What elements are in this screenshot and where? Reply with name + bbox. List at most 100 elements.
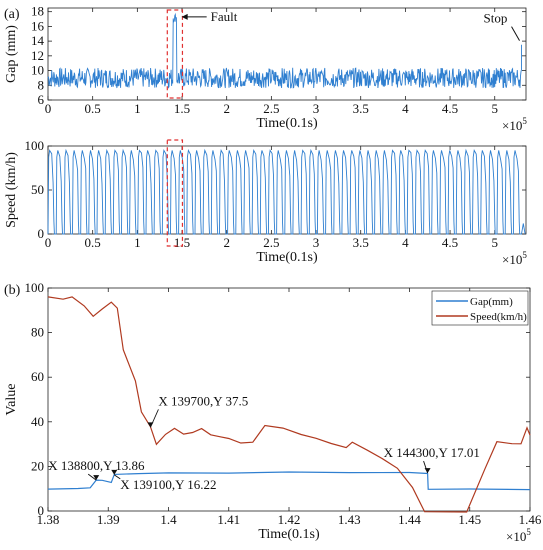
gap-x-tick-label: 4.5	[442, 101, 458, 116]
annotation-arrow-head	[93, 475, 100, 481]
detail-y-ticks: 0 20 40 60 80 100	[25, 280, 530, 518]
legend-box	[431, 290, 529, 326]
gap-series	[47, 12, 522, 89]
gap-y-tick-label: 12	[31, 48, 44, 63]
detail-chart: 1.38 1.39 1.4 1.41 1.42 1.43 1.44 1.45 1.46 0 20 4…	[4, 280, 542, 544]
speed-x-tick-label: 4.5	[442, 235, 458, 250]
annotation-pointer	[114, 474, 121, 480]
speed-fault-highlight	[166, 139, 184, 247]
panel-label-a: (a)	[4, 7, 20, 22]
gap-plot-frame	[47, 7, 527, 101]
annotation-pointer	[87, 473, 97, 481]
speed-x-axis-label: Time(0.1s)	[256, 250, 318, 265]
gap-x-tick-label: 2.5	[263, 101, 279, 116]
gap-y-tick-label: 14	[31, 33, 45, 48]
gap-x-ticks: 0 0.5 1 1.5 2 2.5 3 3.5 4 4.5 5	[45, 8, 498, 116]
speed-x-multiplier-exp: 5	[522, 250, 527, 260]
detail-x-tick-label: 1.41	[217, 512, 240, 527]
gap-line	[47, 12, 522, 89]
gap-y-tick-label: 18	[31, 4, 44, 19]
annotation-label: X 138800,Y 13.86	[48, 458, 145, 473]
gap-x-tick-label: 1.5	[174, 101, 190, 116]
gap-x-multiplier: ×105	[502, 116, 527, 133]
speed-x-tick-label: 1	[134, 235, 141, 250]
detail-x-multiplier-exp: 5	[526, 527, 531, 537]
detail-x-tick-label: 1.39	[97, 512, 120, 527]
speed-y-tick-label: 0	[38, 226, 45, 241]
detail-line-0	[47, 471, 531, 491]
speed-line	[47, 148, 526, 235]
speed-y-tick-label: 100	[25, 138, 45, 153]
legend-speed-label: Speed(km/h)	[470, 311, 527, 323]
gap-x-tick-label: 1	[134, 101, 141, 116]
gap-x-tick-label: 5	[491, 101, 498, 116]
annotation-arrow-head	[424, 468, 431, 474]
annotation-arrow-head	[111, 469, 118, 475]
panel-label-b: (b)	[4, 283, 21, 298]
detail-y-tick-label: 20	[31, 458, 44, 473]
gap-y-tick-label: 6	[38, 92, 45, 107]
gap-x-tick-label: 3.5	[353, 101, 369, 116]
detail-legend: Gap(mm) Speed(km/h)	[431, 290, 529, 326]
detail-series	[47, 296, 531, 513]
speed-x-multiplier-base: ×10	[502, 252, 522, 267]
detail-y-tick-label: 40	[31, 414, 44, 429]
gap-y-tick-label: 16	[31, 18, 45, 33]
speed-x-tick-label: 0	[45, 235, 52, 250]
gap-y-tick-label: 10	[31, 63, 44, 78]
detail-x-axis-label: Time(0.1s)	[258, 527, 320, 542]
speed-x-tick-label: 2	[223, 235, 230, 250]
speed-x-tick-label: 2.5	[263, 235, 279, 250]
detail-annotations: X 139700,Y 37.5 X 138800,Y 13.86 X 139100,…	[48, 393, 480, 491]
detail-x-ticks: 1.38 1.39 1.4 1.41 1.42 1.43 1.44 1.45 1.46	[37, 288, 542, 527]
speed-y-tick-label: 50	[31, 182, 44, 197]
gap-x-tick-label: 0.5	[85, 101, 101, 116]
detail-x-tick-label: 1.44	[398, 512, 421, 527]
gap-x-tick-label: 3	[313, 101, 320, 116]
speed-x-tick-label: 3	[313, 235, 320, 250]
detail-x-tick-label: 1.38	[37, 512, 60, 527]
detail-line-1	[47, 296, 531, 513]
speed-x-ticks: 0 0.5 1 1.5 2 2.5 3 3.5 4 4.5 5	[45, 146, 498, 250]
gap-annotations: Fault Stop	[181, 9, 520, 41]
detail-x-multiplier: ×105	[506, 527, 531, 544]
legend-gap-label: Gap(mm)	[470, 296, 513, 308]
detail-y-axis-label: Value	[4, 384, 19, 416]
detail-y-tick-label: 0	[38, 503, 45, 518]
gap-x-tick-label: 0	[45, 101, 52, 116]
detail-y-tick-label: 60	[31, 369, 44, 384]
speed-y-axis-label: Speed (km/h)	[4, 152, 19, 228]
speed-x-tick-label: 3.5	[353, 235, 369, 250]
detail-x-tick-label: 1.46	[519, 512, 542, 527]
annotation-arrow-head	[147, 422, 154, 428]
speed-x-multiplier: ×105	[502, 250, 527, 267]
detail-x-tick-label: 1.4	[160, 512, 177, 527]
speed-y-ticks: 0 50 100	[25, 138, 526, 241]
gap-x-tick-label: 4	[402, 101, 409, 116]
gap-x-multiplier-exp: 5	[522, 116, 527, 126]
stop-label: Stop	[484, 11, 508, 26]
fault-arrow-head	[181, 13, 188, 20]
annotation-label: X 139700,Y 37.5	[158, 393, 248, 408]
detail-y-tick-label: 80	[31, 325, 44, 340]
speed-x-tick-label: 1.5	[174, 235, 190, 250]
gap-fault-highlight	[166, 9, 184, 99]
annotation-label: X 144300,Y 17.01	[384, 445, 480, 460]
speed-x-tick-label: 0.5	[85, 235, 101, 250]
speed-series	[47, 148, 526, 235]
gap-y-axis-label: Gap (mm)	[4, 25, 19, 83]
speed-x-tick-label: 4	[402, 235, 409, 250]
detail-y-tick-label: 100	[25, 280, 45, 295]
gap-x-tick-label: 2	[223, 101, 230, 116]
detail-x-tick-label: 1.45	[458, 512, 481, 527]
gap-x-axis-label: Time(0.1s)	[256, 116, 318, 131]
gap-x-multiplier-base: ×10	[502, 118, 522, 133]
fault-label: Fault	[211, 9, 238, 24]
stop-arrow	[511, 26, 520, 41]
speed-x-tick-label: 5	[491, 235, 498, 250]
gap-y-tick-label: 8	[38, 77, 45, 92]
detail-x-multiplier-base: ×10	[506, 529, 526, 544]
